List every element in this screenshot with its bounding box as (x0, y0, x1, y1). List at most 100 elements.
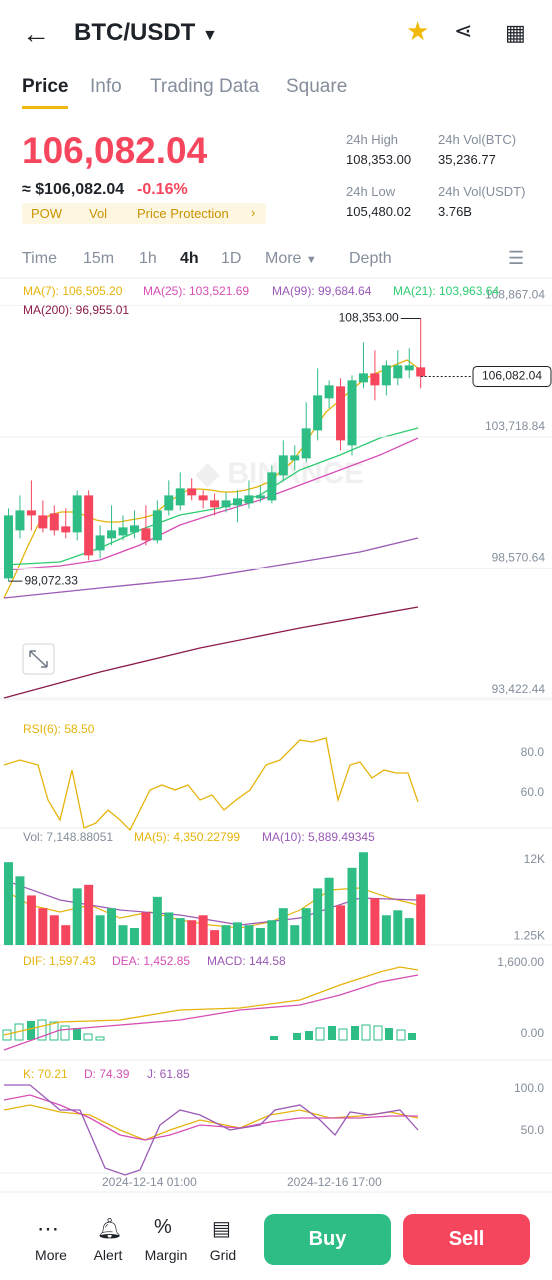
macd-legend: DIF: 1,597.43 (23, 954, 96, 968)
volume-bar (324, 877, 334, 945)
vol-legend: Vol: 7,148.88051 (23, 830, 114, 844)
volume-bar (118, 925, 128, 945)
macd-axis: 1,600.00 (497, 955, 544, 969)
macd-bar (373, 1025, 383, 1041)
rsi-legend: RSI(6): 58.50 (23, 722, 95, 736)
volume-bar (26, 895, 36, 945)
interval[interactable]: Time (22, 250, 57, 267)
volume-bar (4, 862, 13, 945)
sell-button[interactable]: Sell (403, 1214, 530, 1265)
macd-lines (3, 966, 419, 1051)
candle-body (358, 373, 368, 383)
candle-body (15, 510, 25, 531)
candle-body (164, 495, 174, 511)
rsi-line (3, 737, 419, 832)
volume-bar (313, 888, 323, 945)
volume-bar (244, 925, 254, 945)
pair-title[interactable]: BTC/USDT ▼ (74, 19, 218, 46)
candle-body (416, 367, 426, 377)
interval[interactable]: 4h (180, 250, 199, 267)
ma-legend: MA(200): 96,955.01 (23, 303, 130, 317)
y-tick-label: 103,718.84 (485, 419, 545, 433)
tab[interactable]: Price (22, 76, 69, 97)
macd-bar (385, 1028, 393, 1040)
ma25-line (3, 437, 419, 571)
buy-button[interactable]: Buy (264, 1214, 391, 1265)
volume-bar (347, 867, 357, 945)
macd-histogram (2, 1019, 416, 1041)
approx-price: ≈ $106,082.04 (22, 181, 125, 198)
volume-bar (15, 876, 25, 945)
candle-body (233, 498, 242, 506)
macd-bar (95, 1036, 105, 1041)
ma-legend: MA(25): 103,521.69 (143, 284, 250, 298)
last-price-box (472, 365, 552, 387)
candle-body (267, 472, 277, 501)
nav-icon: ⋯ (37, 1216, 59, 1241)
interval[interactable]: 1h (139, 250, 157, 267)
d-line (3, 1094, 418, 1141)
candle-body (347, 380, 357, 446)
volume-bar (72, 888, 82, 945)
nav-item[interactable]: Grid (209, 1247, 237, 1263)
rsi (3, 737, 419, 832)
y-tick-label: 93,422.44 (492, 682, 546, 696)
share-icon[interactable]: ⋖ (454, 18, 473, 43)
nav-item[interactable]: More (35, 1247, 67, 1263)
candle-body (210, 500, 220, 508)
stat-value: 3.76B (438, 204, 472, 219)
tab[interactable]: Square (286, 76, 348, 97)
ma21-line (3, 427, 419, 566)
macd-axis: 0.00 (520, 1026, 544, 1040)
volume-bar (336, 905, 346, 945)
vol-legend: MA(10): 5,889.49345 (262, 830, 375, 844)
tab[interactable]: Trading Data (150, 76, 260, 97)
favorite-icon[interactable]: ★ (406, 16, 430, 46)
candle-body (244, 495, 254, 504)
macd-legend: MACD: 144.58 (207, 954, 286, 968)
candle-body (49, 513, 59, 531)
back-button[interactable]: ← (22, 18, 50, 49)
volume-bar (393, 910, 403, 945)
volume-bar (164, 912, 174, 945)
tag: Vol (89, 206, 108, 221)
macd-legend: DEA: 1,452.85 (112, 954, 191, 968)
interval[interactable]: More ▼ (265, 250, 317, 267)
ma99-line (3, 537, 419, 599)
kdj-axis: 50.0 (520, 1123, 544, 1137)
tag: Price Protection (137, 206, 229, 221)
tag-bar[interactable] (22, 203, 266, 224)
volume-bar (233, 922, 242, 945)
interval[interactable]: 1D (221, 250, 242, 267)
interval[interactable]: 15m (83, 250, 115, 267)
date-label: 2024-12-14 01:00 (102, 1175, 197, 1189)
settings-icon[interactable]: ☰ (508, 248, 525, 268)
ma-legend: MA(99): 99,684.64 (272, 284, 372, 298)
nav-item[interactable]: Margin (144, 1247, 188, 1263)
macd-bar (338, 1028, 348, 1041)
candle-body (313, 395, 323, 431)
kdj-legend: D: 74.39 (84, 1067, 130, 1081)
y-tick-label: 98,570.64 (492, 551, 546, 565)
date-label: 2024-12-16 17:00 (287, 1175, 382, 1189)
last-price: 106,082.04 (22, 130, 208, 171)
kdj-axis: 100.0 (513, 1081, 544, 1095)
candle-body (336, 386, 346, 441)
stat-value: 105,480.02 (346, 204, 412, 219)
tab[interactable]: Info (90, 76, 122, 97)
volume-bar (370, 898, 380, 945)
candle-body (95, 535, 105, 551)
candle-body (278, 455, 288, 476)
grid-icon[interactable]: ▦ (505, 20, 526, 45)
vol-tick-label: 12K (524, 852, 545, 866)
tag: POW (31, 206, 63, 221)
kdj-legend: K: 70.21 (23, 1067, 68, 1081)
macd-bar (293, 1033, 301, 1040)
candle-body (404, 365, 414, 371)
low-label: 98,072.33 (25, 573, 79, 587)
j-line (4, 1084, 419, 1176)
interval[interactable]: Depth (349, 250, 392, 267)
candle-body (72, 495, 82, 533)
nav-item[interactable]: Alert (93, 1247, 123, 1263)
rsi-axis: 80.0 (520, 745, 544, 759)
